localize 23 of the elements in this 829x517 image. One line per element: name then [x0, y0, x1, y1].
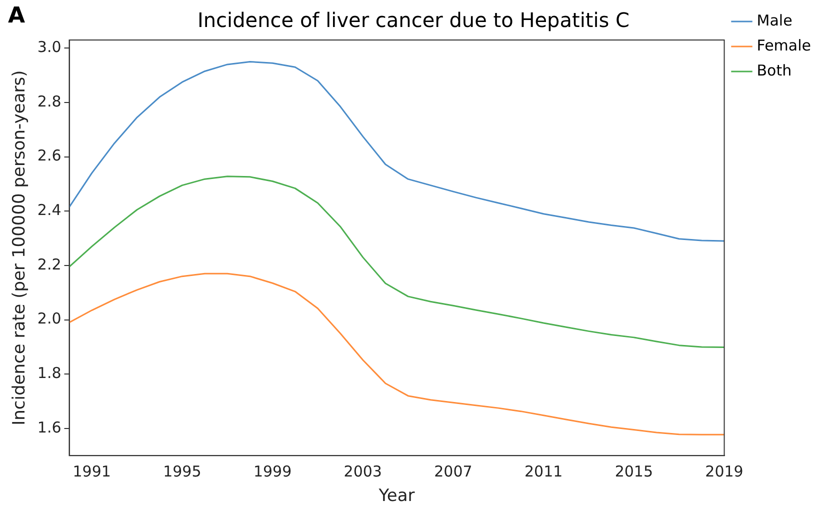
x-tick-label: 2015: [614, 462, 654, 480]
x-tick-label: 1995: [163, 462, 202, 480]
x-tick-label: 1999: [253, 462, 292, 480]
x-tick-label: 2011: [524, 462, 563, 480]
text: A: [8, 4, 26, 29]
x-tick-label: 1991: [72, 462, 111, 480]
y-tick-label: 2.8: [37, 92, 62, 110]
legend-label: Male: [756, 11, 792, 30]
legend-label: Female: [756, 36, 812, 54]
y-tick-label: 2.6: [37, 146, 62, 165]
x-tick-label: 2003: [344, 462, 382, 480]
y-tick-label: 1.6: [37, 418, 62, 436]
x-tick-label: 2019: [705, 462, 744, 480]
y-axis-title: Incidence rate (per 100000 person-years): [10, 70, 30, 426]
y-tick-label: 2.0: [37, 310, 62, 328]
chart-title: Incidence of liver cancer due to Hepatitis C: [197, 8, 630, 32]
y-tick-label: 3.0: [37, 38, 62, 56]
y-tick-label: 1.8: [37, 364, 62, 382]
y-tick-label: 2.4: [37, 201, 62, 220]
x-tick-label: 2007: [434, 462, 472, 480]
legend-label: Both: [756, 61, 792, 80]
y-tick-label: 2.2: [37, 255, 62, 274]
x-axis-title: Year: [378, 486, 415, 506]
